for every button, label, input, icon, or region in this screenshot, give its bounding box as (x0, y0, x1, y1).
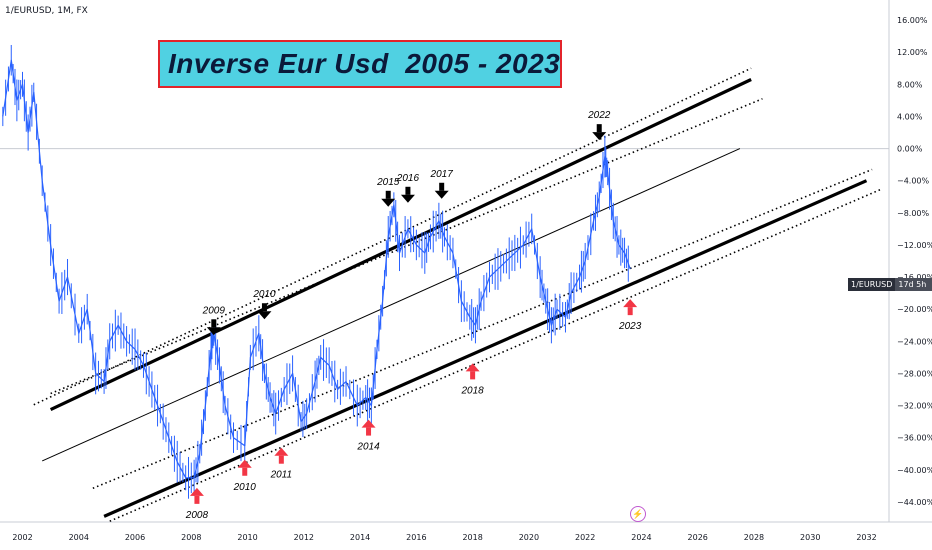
down-arrow-icon (434, 190, 449, 199)
channel-line-thin (41, 148, 741, 462)
x-tick-label: 2030 (800, 533, 820, 542)
up-arrow-icon (242, 467, 248, 476)
year-annotation-label: 2008 (185, 510, 209, 521)
up-arrow-icon (627, 307, 633, 316)
down-arrow-icon (381, 198, 396, 207)
y-tick-label: −20.00% (897, 305, 932, 314)
down-arrow-icon (261, 303, 267, 312)
x-tick-label: 2032 (856, 533, 876, 542)
y-tick-label: 8.00% (897, 80, 923, 89)
y-tick-label: −28.00% (897, 369, 932, 378)
down-arrow-icon (596, 124, 602, 133)
up-arrow-icon (623, 299, 638, 308)
up-arrow-icon (274, 447, 289, 456)
y-tick-label: −12.00% (897, 241, 932, 250)
year-annotation-label: 2011 (270, 470, 293, 481)
y-tick-label: −24.00% (897, 337, 932, 346)
y-tick-label: −4.00% (897, 177, 930, 186)
down-arrow-icon (385, 190, 391, 199)
down-arrow-icon (400, 194, 415, 203)
y-tick-label: 12.00% (897, 48, 928, 57)
chart-title-box: Inverse Eur Usd 2005 - 2023 (158, 40, 562, 88)
up-arrow-icon (189, 487, 204, 496)
up-arrow-icon (465, 363, 480, 372)
x-tick-label: 2008 (181, 533, 201, 542)
down-arrow-icon (405, 186, 411, 195)
x-tick-label: 2020 (519, 533, 539, 542)
x-tick-label: 2002 (12, 533, 32, 542)
chart-title: Inverse Eur Usd 2005 - 2023 (168, 48, 561, 79)
channel-line-dotted (109, 188, 881, 522)
channel-line-dotted (50, 98, 763, 395)
channel-line-thick (49, 78, 752, 412)
up-arrow-icon (278, 455, 284, 464)
x-tick-label: 2004 (69, 533, 89, 542)
year-annotation-label: 2023 (618, 321, 642, 332)
up-arrow-icon (194, 495, 200, 504)
down-arrow-icon (206, 327, 221, 336)
channel-line-dotted (92, 168, 873, 490)
y-tick-label: 4.00% (897, 112, 923, 121)
up-arrow-icon (366, 427, 372, 436)
y-tick-label: −36.00% (897, 434, 932, 443)
x-tick-label: 2028 (744, 533, 764, 542)
x-tick-label: 2010 (237, 533, 257, 542)
y-tick-label: 16.00% (897, 16, 928, 25)
x-tick-label: 2006 (125, 533, 145, 542)
y-tick-label: −8.00% (897, 209, 930, 218)
y-tick-label: −16.00% (897, 273, 932, 282)
down-arrow-icon (211, 319, 217, 328)
lightning-bolt-icon[interactable]: ⚡ (630, 506, 646, 522)
y-tick-label: 0.00% (897, 145, 923, 154)
up-arrow-icon (470, 371, 476, 380)
x-tick-label: 2024 (631, 533, 651, 542)
symbol-label: 1/EURUSD, 1M, FX (5, 6, 88, 16)
down-arrow-icon (592, 132, 607, 141)
down-arrow-icon (439, 182, 445, 191)
x-tick-label: 2022 (575, 533, 595, 542)
x-tick-label: 2026 (688, 533, 708, 542)
price-tag-symbol: 1/EURUSD (848, 278, 896, 291)
up-arrow-icon (361, 419, 376, 428)
year-annotation-label: 2015 (376, 177, 400, 188)
x-tick-label: 2018 (462, 533, 482, 542)
channel-line-thick (103, 179, 868, 518)
up-arrow-icon (237, 459, 252, 468)
year-annotation-label: 2014 (356, 442, 380, 453)
y-tick-label: −32.00% (897, 402, 932, 411)
y-tick-label: −44.00% (897, 498, 932, 507)
year-annotation-label: 2018 (461, 385, 485, 396)
price-tag-countdown: 17d 5h (895, 278, 932, 291)
price-tag: 1/EURUSD 17d 5h (848, 278, 932, 291)
down-arrow-icon (257, 311, 272, 320)
year-annotation-label: 2017 (430, 169, 454, 180)
channel-line-dotted (33, 67, 752, 406)
x-tick-label: 2016 (406, 533, 426, 542)
year-annotation-label: 2022 (587, 110, 611, 121)
x-tick-label: 2012 (294, 533, 314, 542)
year-annotation-label: 2016 (396, 173, 420, 184)
price-series-line (2, 59, 631, 479)
y-tick-label: −40.00% (897, 466, 932, 475)
year-annotation-label: 2010 (252, 289, 276, 300)
x-tick-label: 2014 (350, 533, 370, 542)
year-annotation-label: 2010 (233, 482, 257, 493)
price-axis-panel (889, 0, 932, 522)
year-annotation-label: 2009 (202, 305, 226, 316)
